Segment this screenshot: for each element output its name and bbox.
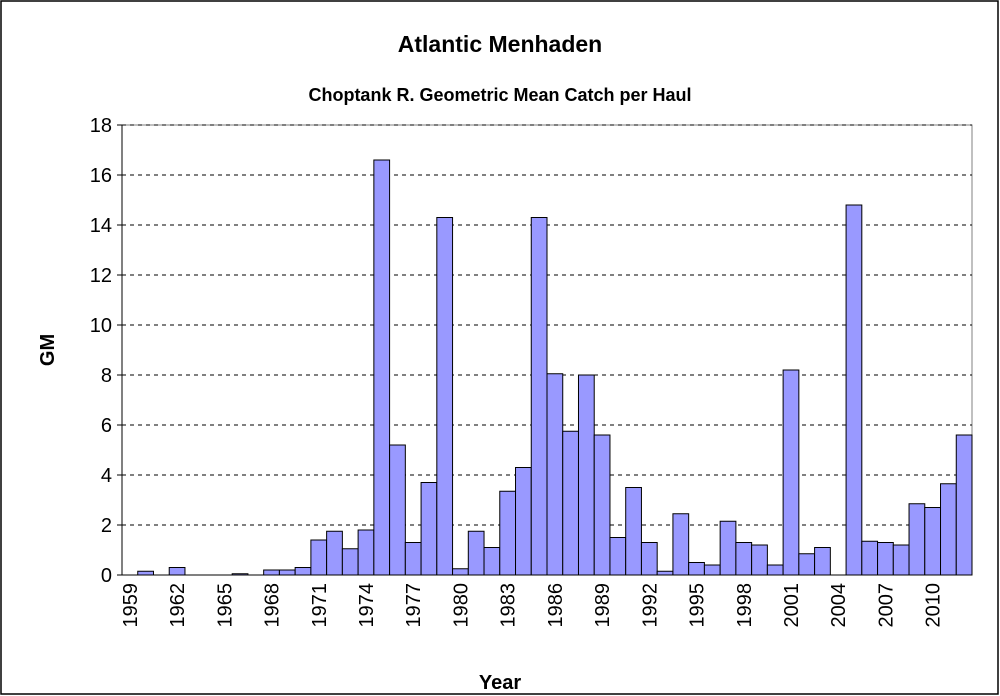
bar: [955, 434, 973, 576]
bar: [672, 513, 690, 576]
x-tick-label: 1995: [687, 583, 709, 628]
bar: [373, 159, 391, 576]
bar: [766, 564, 784, 576]
bar: [562, 430, 579, 576]
bar: [341, 548, 359, 576]
bar: [908, 503, 926, 576]
bar: [326, 530, 343, 576]
x-tick-label: 2004: [828, 583, 850, 628]
x-tick-label: 1989: [592, 583, 614, 628]
x-tick-label: 1980: [450, 583, 472, 628]
bar: [483, 547, 501, 576]
x-axis-label: Year: [479, 672, 521, 694]
bar: [278, 569, 296, 576]
y-tick-label: 12: [90, 265, 112, 287]
bar: [782, 369, 800, 576]
chart-title: Atlantic Menhaden: [398, 31, 602, 57]
bar: [389, 444, 406, 576]
x-tick-label: 2001: [781, 583, 803, 628]
x-tick-label: 2010: [923, 583, 945, 628]
x-tick-label: 1992: [639, 583, 661, 628]
x-tick-label: 1977: [403, 583, 425, 628]
bar: [719, 520, 737, 576]
y-tick-label: 4: [101, 465, 112, 487]
x-tick-label: 1968: [262, 583, 284, 628]
y-tick-label: 10: [90, 315, 112, 337]
y-tick-label: 8: [101, 365, 112, 387]
bar: [877, 542, 894, 576]
bar: [845, 204, 863, 576]
bar: [452, 568, 469, 576]
bar: [310, 539, 328, 576]
y-tick-label: 14: [90, 215, 112, 237]
y-tick-label: 0: [101, 565, 112, 587]
bar: [420, 482, 438, 576]
y-tick-label: 2: [101, 515, 112, 537]
bar: [735, 542, 753, 576]
bar: [656, 570, 674, 576]
bar: [515, 467, 532, 576]
bar: [577, 374, 595, 576]
bar: [530, 217, 548, 576]
x-tick-label: 1986: [545, 583, 567, 628]
chart-subtitle: Choptank R. Geometric Mean Catch per Hau…: [308, 85, 691, 105]
bar: [688, 562, 705, 576]
bar: [137, 570, 154, 576]
bar: [814, 547, 831, 576]
bar: [593, 434, 611, 576]
x-tick-label: 1974: [356, 583, 378, 628]
y-tick-label: 18: [90, 115, 112, 137]
bar: [640, 542, 658, 576]
bar: [546, 373, 564, 576]
bar: [168, 567, 186, 576]
bar: [467, 530, 485, 576]
x-tick-label: 2007: [875, 583, 897, 628]
bar: [892, 544, 910, 576]
bar: [798, 553, 816, 576]
bar: [924, 507, 942, 576]
bar: [499, 490, 517, 576]
bar: [404, 542, 422, 576]
y-tick-label: 6: [101, 415, 112, 437]
bar: [861, 540, 879, 576]
bar: [263, 569, 280, 576]
bar: [703, 564, 721, 576]
y-tick-label: 16: [90, 165, 112, 187]
x-tick-label: 1998: [734, 583, 756, 628]
bar: [625, 487, 642, 576]
bar: [609, 537, 627, 576]
y-axis-label: GM: [37, 334, 59, 366]
x-tick-label: 1959: [120, 583, 142, 628]
x-tick-label: 1983: [498, 583, 520, 628]
x-tick-label: 1965: [214, 583, 236, 628]
x-tick-label: 1971: [309, 583, 331, 628]
x-tick-label: 1962: [167, 583, 189, 628]
bar: [751, 544, 768, 576]
bar: [294, 567, 312, 576]
bar: [436, 217, 454, 576]
bar: [940, 483, 957, 576]
bar: [357, 529, 375, 576]
